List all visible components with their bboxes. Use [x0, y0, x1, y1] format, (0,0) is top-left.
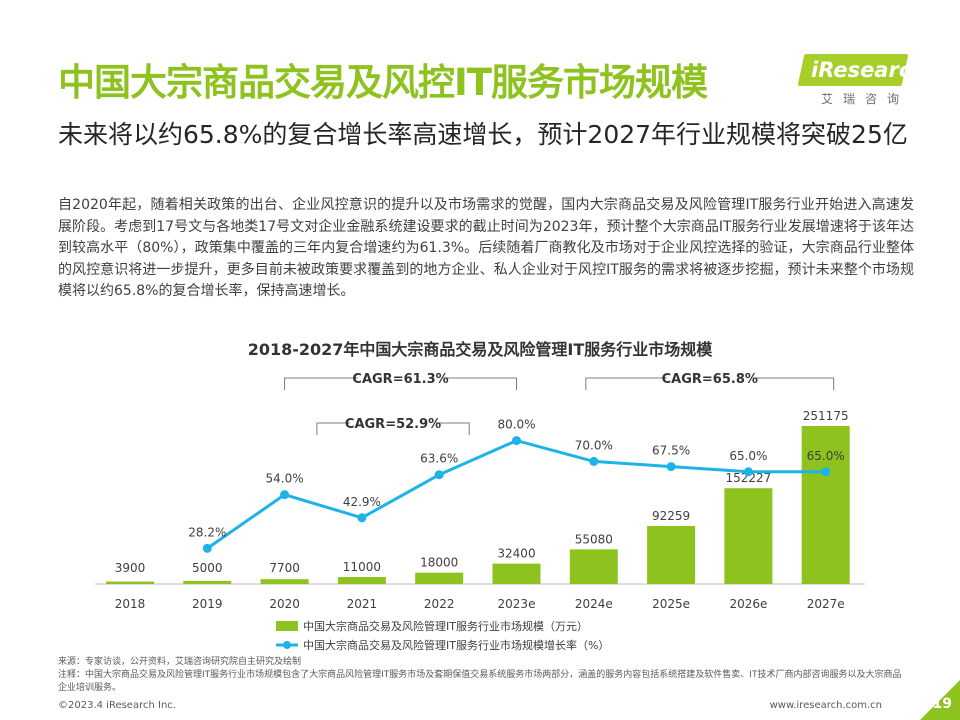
legend-line-label: 中国大宗商品交易及风险管理IT服务行业市场规模增长率（%）: [303, 638, 609, 652]
x-tick-2025e: 2025e: [652, 597, 690, 611]
growth-point-2021: [357, 513, 367, 523]
bar-label-2018: 3900: [115, 561, 146, 575]
bar-label-2026e: 152227: [725, 471, 771, 485]
bar-label-2021: 11000: [343, 560, 381, 574]
cagr-label: CAGR=61.3%: [352, 372, 448, 387]
bar-label-2023e: 32400: [497, 547, 535, 561]
page-subtitle: 未来将以约65.8%的复合增长率高速增长，预计2027年行业规模将突破25亿: [58, 120, 908, 149]
growth-point-2025e: [666, 462, 676, 472]
bar-2022: [415, 572, 464, 584]
bar-2025e: [647, 525, 696, 584]
growth-label-2020: 54.0%: [266, 472, 304, 486]
x-tick-2019: 2019: [192, 597, 223, 611]
growth-point-2023e: [512, 436, 521, 446]
logo-subtext: 艾瑞咨询: [821, 92, 910, 106]
bar-2018: [106, 581, 154, 584]
bar-label-2027e: 251175: [803, 409, 849, 423]
legend-line-marker: [283, 641, 291, 649]
bar-2027e: [801, 426, 850, 584]
bar-label-2022: 18000: [420, 556, 458, 570]
x-tick-2027e: 2027e: [807, 597, 845, 611]
legend-bar-swatch: [276, 621, 298, 631]
cagr-bracket: [316, 422, 470, 435]
copyright: ©2023.4 iResearch Inc.: [58, 700, 176, 711]
x-tick-2022: 2022: [424, 597, 455, 611]
bar-2026e: [724, 488, 773, 584]
growth-label-2021: 42.9%: [343, 495, 381, 509]
cagr-label: CAGR=65.8%: [662, 372, 758, 387]
body-paragraph: 自2020年起，随着相关政策的出台、企业风控意识的提升以及市场需求的觉醒，国内大…: [58, 197, 914, 300]
chart-title: 2018-2027年中国大宗商品交易及风险管理IT服务行业市场规模: [247, 340, 713, 359]
growth-label-2027e: 65.0%: [807, 449, 845, 463]
growth-label-2023e: 80.0%: [497, 418, 535, 432]
growth-point-2026e: [743, 467, 753, 477]
bar-label-2025e: 92259: [652, 509, 690, 523]
annotation-note: 注释：中国大宗商品交易及风险管理IT服务行业市场规模包含了大宗商品风险管理IT服…: [58, 670, 902, 693]
page-title: 中国大宗商品交易及风控IT服务市场规模: [58, 61, 708, 104]
growth-point-2019: [202, 543, 212, 553]
growth-point-2024e: [589, 456, 599, 466]
bar-label-2019: 5000: [192, 561, 223, 575]
cagr-bracket: [284, 377, 517, 390]
footer-notes: 来源：专家访谈，公开资料，艾瑞咨询研究院自主研究及绘制 注释：中国大宗商品交易及…: [58, 656, 910, 695]
bar-2020: [260, 579, 309, 584]
x-tick-2023e: 2023e: [498, 597, 536, 611]
growth-label-2025e: 67.5%: [652, 444, 690, 458]
bar-2023e: [492, 563, 541, 584]
growth-label-2019: 28.2%: [188, 525, 226, 539]
source-note: 来源：专家访谈，公开资料，艾瑞咨询研究院自主研究及绘制: [58, 657, 302, 667]
cagr-label: CAGR=52.9%: [345, 417, 441, 432]
bar-label-2024e: 55080: [575, 532, 613, 546]
legend-bar-label: 中国大宗商品交易及风险管理IT服务行业市场规模（万元）: [303, 619, 588, 633]
growth-point-2022: [434, 470, 444, 480]
bar-2024e: [569, 549, 618, 584]
logo-text: iResearch: [811, 58, 927, 82]
cagr-bracket: [585, 377, 835, 390]
website: www.iresearch.com.cn: [769, 700, 882, 711]
bar-2021: [337, 577, 386, 584]
growth-label-2024e: 70.0%: [575, 438, 613, 452]
x-tick-2018: 2018: [115, 597, 146, 611]
bar-label-2020: 7700: [269, 561, 300, 575]
bar-2019: [183, 580, 232, 584]
page-number: 19: [932, 696, 952, 712]
growth-point-2027e: [821, 467, 831, 477]
x-tick-2024e: 2024e: [575, 597, 613, 611]
x-tick-2026e: 2026e: [729, 597, 767, 611]
x-tick-2021: 2021: [347, 597, 378, 611]
iresearch-logo: iResearch 艾瑞咨询: [793, 46, 926, 108]
x-tick-2020: 2020: [269, 597, 300, 611]
growth-label-2026e: 65.0%: [729, 449, 767, 463]
page-corner-triangle: [920, 680, 960, 720]
growth-label-2022: 63.6%: [420, 452, 458, 466]
growth-point-2020: [280, 490, 290, 500]
market-size-chart: 3900 5000 7700 11000 18000 32400 55080 92259 152…: [95, 372, 865, 652]
